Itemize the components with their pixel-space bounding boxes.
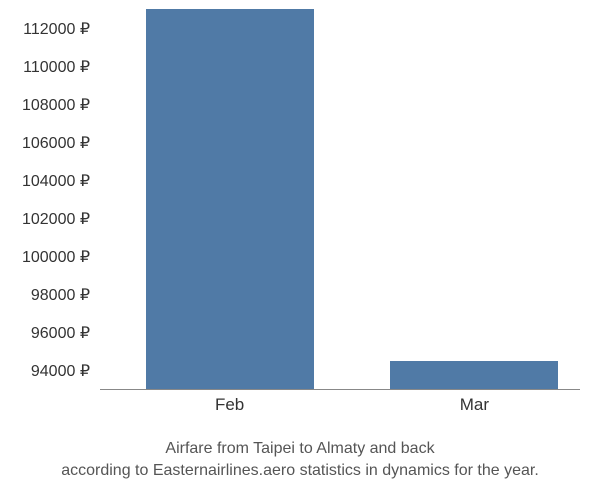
caption-line-2: according to Easternairlines.aero statis…: [61, 462, 539, 479]
y-tick-label: 100000 ₽: [22, 247, 90, 267]
y-tick-label: 110000 ₽: [23, 57, 90, 77]
plot-area: [100, 10, 580, 390]
y-tick-label: 102000 ₽: [22, 209, 90, 229]
bar: [390, 361, 558, 390]
y-tick-label: 98000 ₽: [31, 285, 90, 305]
y-tick-label: 112000 ₽: [23, 19, 90, 39]
caption-line-1: Airfare from Taipei to Almaty and back: [165, 440, 434, 457]
chart-container: 94000 ₽ 96000 ₽ 98000 ₽ 100000 ₽ 102000 ₽ 104…: [0, 0, 600, 500]
y-tick-label: 104000 ₽: [22, 171, 90, 191]
bar: [146, 9, 314, 389]
y-tick-label: 108000 ₽: [22, 95, 90, 115]
x-tick-label: Mar: [460, 395, 489, 415]
y-axis: 94000 ₽ 96000 ₽ 98000 ₽ 100000 ₽ 102000 ₽ 104…: [0, 10, 95, 390]
x-tick-label: Feb: [215, 395, 244, 415]
y-tick-label: 94000 ₽: [31, 361, 90, 381]
x-axis: Feb Mar: [100, 395, 580, 425]
y-tick-label: 106000 ₽: [22, 133, 90, 153]
chart-caption: Airfare from Taipei to Almaty and back a…: [0, 438, 600, 481]
y-tick-label: 96000 ₽: [31, 323, 90, 343]
